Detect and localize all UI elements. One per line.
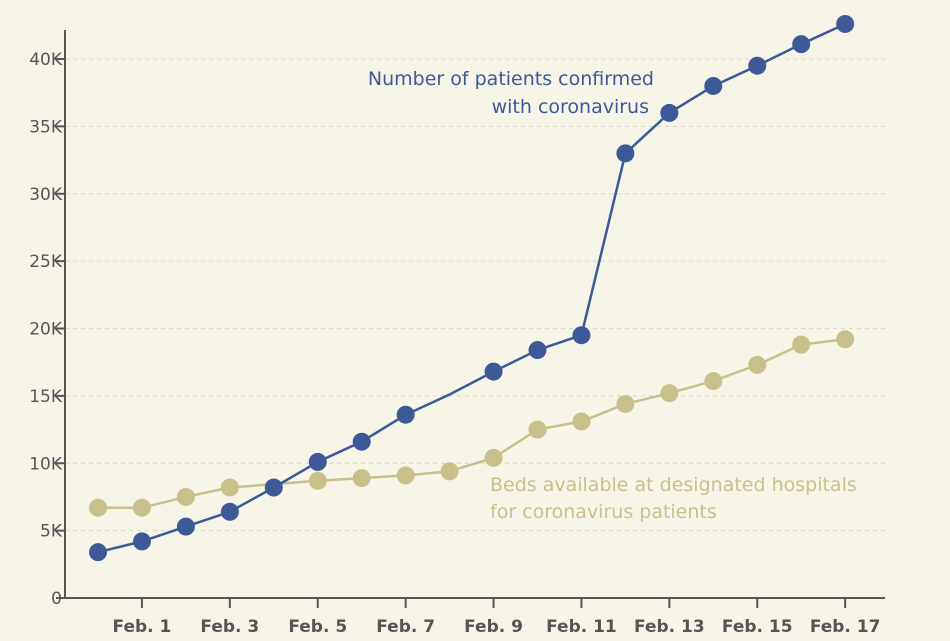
y-tick-label: 0 [51,589,62,609]
x-tick-label: Feb. 1 [113,617,172,637]
annotation-confirmed: Number of patients confirmed with corona… [368,68,654,118]
x-tick-label: Feb. 9 [464,617,523,637]
beds-point [308,471,327,490]
confirmed-line [97,22,846,554]
x-tick-label: Feb. 13 [634,617,705,637]
beds-point [89,498,107,517]
series-beds [89,330,855,517]
y-tick-label: 35K [29,117,63,137]
y-ticks: 0 5K 10K 15K 20K 25K 30K 35K 40K [29,50,65,609]
confirmed-point [220,502,239,521]
x-tick-label: Feb. 11 [546,617,617,637]
axes [64,30,885,599]
beds-point [176,487,195,506]
annotation-beds-line2: for coronavirus patients [490,501,717,523]
beds-point [440,462,459,481]
confirmed-point [660,103,679,122]
annotation-beds-line1: Beds available at designated hospitals [490,474,857,496]
confirmed-point [748,56,767,75]
confirmed-point [308,452,327,471]
confirmed-point [616,144,635,163]
beds-point [660,384,679,403]
confirmed-point [132,532,151,551]
grid-lines [65,58,885,532]
annotation-confirmed-line2: with coronavirus [492,96,649,118]
beds-point [132,498,151,517]
beds-point [748,355,767,374]
beds-point [352,469,371,488]
confirmed-point [352,432,371,451]
confirmed-point [572,326,591,345]
y-tick-label: 30K [29,185,63,205]
beds-point [396,466,415,485]
beds-point [484,448,503,467]
series-confirmed [89,14,855,562]
beds-point [836,330,855,349]
beds-point [704,372,723,391]
x-tick-label: Feb. 7 [376,617,435,637]
beds-point [616,394,635,413]
y-tick-label: 10K [29,454,63,474]
x-tick-label: Feb. 5 [288,617,347,637]
confirmed-point [89,543,107,562]
confirmed-point [264,478,283,497]
confirmed-point [836,14,855,33]
y-tick-label: 20K [29,320,63,340]
confirmed-point [528,341,547,360]
x-tick-label: Feb. 15 [722,617,793,637]
beds-point [572,412,591,431]
confirmed-point [704,76,723,95]
y-tick-label: 40K [29,50,63,70]
confirmed-point [484,362,503,381]
beds-point [792,335,811,354]
x-tick-label: Feb. 17 [810,617,881,637]
confirmed-point [176,517,195,536]
annotation-confirmed-line1: Number of patients confirmed [368,68,654,90]
y-tick-label: 25K [29,252,63,272]
annotation-beds: Beds available at designated hospitals f… [490,474,857,523]
x-ticks: Feb. 1 Feb. 3 Feb. 5 Feb. 7 Feb. 9 Feb. 11 Feb… [113,598,881,637]
y-tick-label: 5K [40,522,63,542]
beds-point [528,420,547,439]
y-tick-label: 15K [29,387,63,407]
confirmed-point [792,35,811,54]
beds-point [220,478,239,497]
confirmed-point [396,405,415,424]
x-tick-label: Feb. 3 [200,617,259,637]
